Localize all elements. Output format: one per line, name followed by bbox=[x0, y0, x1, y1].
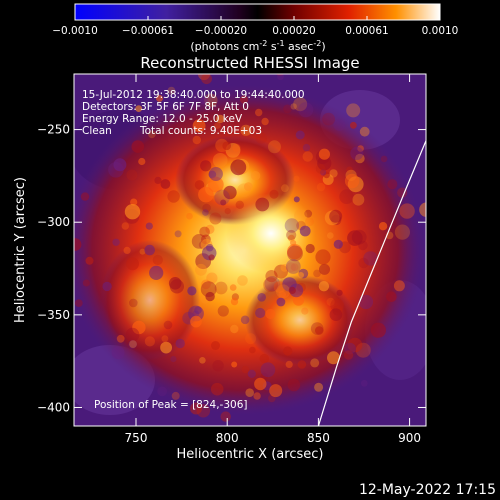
colorbar-tick-label: −0.0010 bbox=[52, 25, 98, 37]
detectors-annotation: Detectors: 3F 5F 6F 7F 8F, Att 0 bbox=[82, 101, 249, 113]
y-axis-label: Heliocentric Y (arcsec) bbox=[13, 177, 28, 323]
clean-annotation: Clean bbox=[82, 125, 112, 137]
colorbar-tick-label: −0.00061 bbox=[122, 25, 174, 37]
colorbar bbox=[75, 4, 440, 20]
y-tick-label: −350 bbox=[37, 308, 70, 322]
colorbar-tick-label: 0.00061 bbox=[345, 25, 388, 37]
peak-position-annotation: Position of Peak = [824,-306] bbox=[94, 399, 248, 411]
colorbar-tick-label: 0.00020 bbox=[272, 25, 315, 37]
chart-title: Reconstructed RHESSI Image bbox=[140, 54, 359, 72]
x-tick-label: 850 bbox=[307, 431, 330, 445]
colorbar-unit-label: (photons cm-2 s-1 asec-2) bbox=[190, 39, 325, 53]
footer-timestamp: 12-May-2022 17:15 bbox=[358, 482, 496, 498]
time-range-annotation: 15-Jul-2012 19:38:40.000 to 19:44:40.000 bbox=[82, 89, 305, 101]
x-tick-label: 800 bbox=[216, 431, 239, 445]
plot-frame bbox=[73, 73, 427, 427]
y-tick-label: −300 bbox=[37, 215, 70, 229]
colorbar-tick-label: −0.00020 bbox=[195, 25, 247, 37]
y-tick-label: −400 bbox=[37, 400, 70, 414]
y-tick-label: −250 bbox=[37, 123, 70, 137]
heatmap-image bbox=[74, 74, 426, 426]
energy-range-annotation: Energy Range: 12.0 - 25.0 keV bbox=[82, 113, 243, 125]
x-axis-label: Heliocentric X (arcsec) bbox=[177, 447, 324, 462]
solar-limb-curve bbox=[317, 140, 426, 426]
colorbar-tick-label: 0.0010 bbox=[422, 25, 459, 37]
x-tick-label: 900 bbox=[398, 431, 421, 445]
total-counts-annotation: Total counts: 9.40E+03 bbox=[139, 125, 262, 137]
x-tick-label: 750 bbox=[125, 431, 148, 445]
